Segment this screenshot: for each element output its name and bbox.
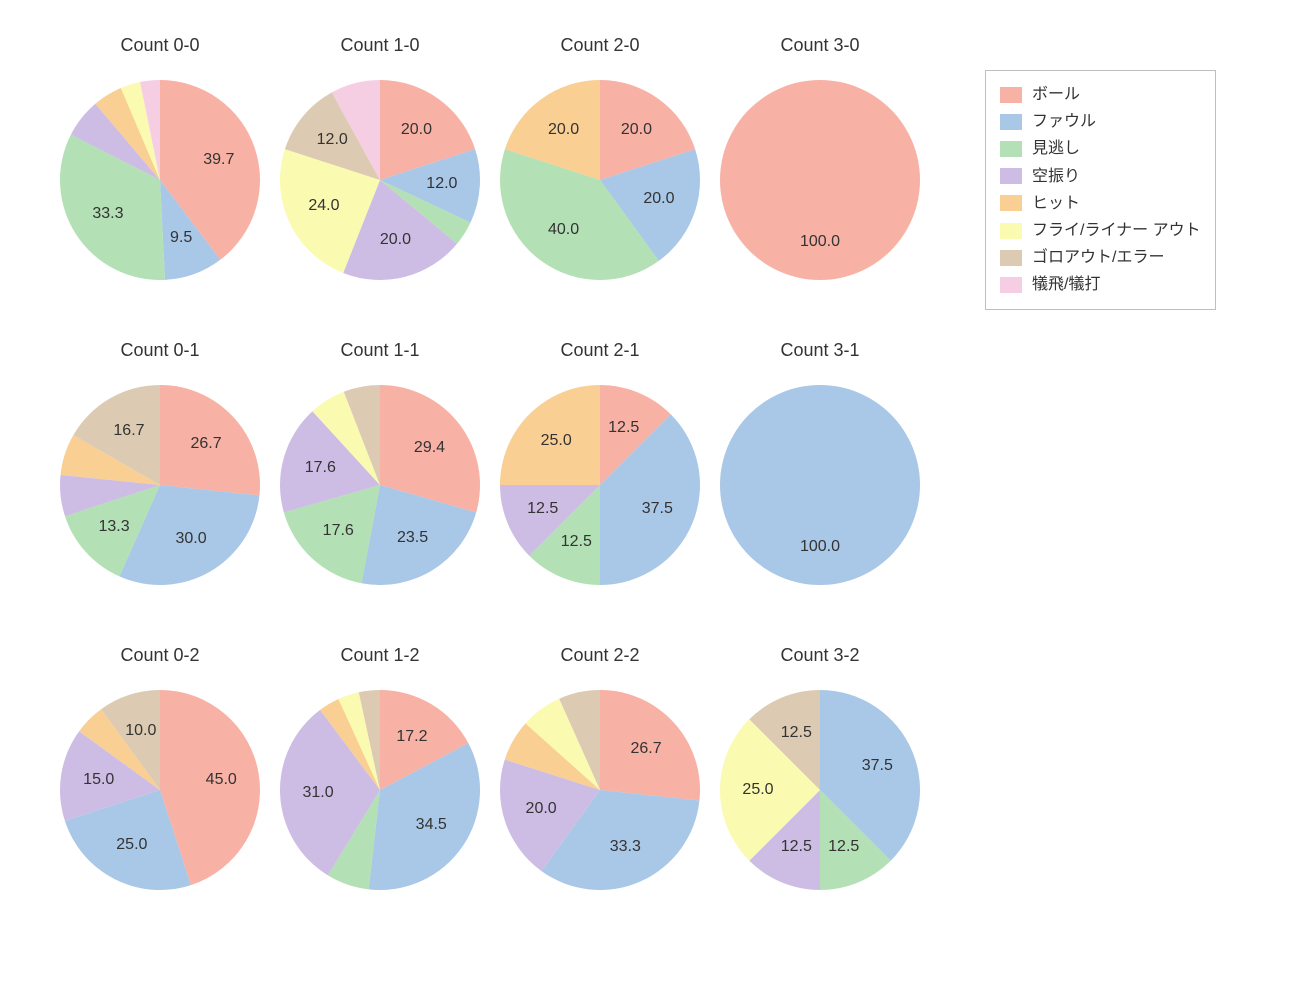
chart-title: Count 2-0 [490, 35, 710, 56]
slice-label: 20.0 [621, 121, 652, 139]
legend-swatch [1000, 195, 1022, 211]
slice-label: 15.0 [83, 771, 114, 789]
legend-swatch [1000, 277, 1022, 293]
slice-label: 23.5 [397, 529, 428, 547]
legend-swatch [1000, 168, 1022, 184]
pie-chart: 39.7 9.5 33.3 [60, 80, 260, 280]
legend-label: 空振り [1032, 163, 1080, 190]
slice-label: 37.5 [862, 757, 893, 775]
legend-swatch [1000, 87, 1022, 103]
slice-label: 20.0 [643, 190, 674, 208]
chart-title: Count 1-1 [270, 340, 490, 361]
legend-swatch [1000, 114, 1022, 130]
pie-chart: 100.0 [720, 80, 920, 280]
chart-title: Count 3-0 [710, 35, 930, 56]
legend-item-flyout: フライ/ライナー アウト [1000, 217, 1201, 244]
slice-label: 31.0 [302, 784, 333, 802]
slice-label: 20.0 [526, 800, 557, 818]
legend: ボールファウル見逃し空振りヒットフライ/ライナー アウトゴロアウト/エラー犠飛/… [985, 70, 1216, 310]
slice-label: 30.0 [175, 530, 206, 548]
slice-label: 17.6 [305, 459, 336, 477]
slice-label: 25.0 [541, 432, 572, 450]
slice-label: 20.0 [401, 121, 432, 139]
pie-chart: 100.0 [720, 385, 920, 585]
slice-label: 17.6 [323, 522, 354, 540]
legend-swatch [1000, 223, 1022, 239]
chart-title: Count 2-1 [490, 340, 710, 361]
slice-label: 40.0 [548, 221, 579, 239]
slice-label: 100.0 [800, 538, 840, 556]
slice-label: 12.5 [781, 838, 812, 856]
legend-swatch [1000, 141, 1022, 157]
chart-title: Count 0-2 [50, 645, 270, 666]
chart-grid: Count 0-039.79.533.3Count 1-020.012.020.… [0, 0, 1300, 1000]
slice-label: 24.0 [308, 197, 339, 215]
chart-title: Count 0-1 [50, 340, 270, 361]
slice-label: 26.7 [631, 740, 662, 758]
legend-item-hit: ヒット [1000, 190, 1201, 217]
slice-label: 9.5 [170, 229, 192, 247]
legend-item-swing: 空振り [1000, 163, 1201, 190]
slice-label: 12.5 [781, 724, 812, 742]
pie-chart: 20.0 12.0 20.0 24.0 12.0 [280, 80, 480, 280]
legend-label: ヒット [1032, 190, 1080, 217]
slice-label: 33.3 [92, 205, 123, 223]
slice-label: 33.3 [610, 838, 641, 856]
slice-label: 34.5 [416, 816, 447, 834]
slice-label: 25.0 [116, 836, 147, 854]
pie-chart: 17.2 34.5 31.0 [280, 690, 480, 890]
pie-chart: 26.7 33.3 20.0 [500, 690, 700, 890]
pie-chart: 26.7 30.0 13.3 16.7 [60, 385, 260, 585]
legend-item-look: 見逃し [1000, 135, 1201, 162]
slice-label: 29.4 [414, 439, 445, 457]
slice-label: 39.7 [203, 151, 234, 169]
slice-label: 25.0 [742, 781, 773, 799]
legend-item-ground: ゴロアウト/エラー [1000, 244, 1201, 271]
slice-label: 20.0 [548, 121, 579, 139]
legend-label: フライ/ライナー アウト [1032, 217, 1201, 244]
pie-chart: 12.537.512.512.525.0 [500, 385, 700, 585]
pie-chart: 45.0 25.0 15.0 10.0 [60, 690, 260, 890]
slice-label: 100.0 [800, 233, 840, 251]
slice-label: 12.0 [317, 131, 348, 149]
legend-item-sac: 犠飛/犠打 [1000, 271, 1201, 298]
slice-label: 26.7 [191, 435, 222, 453]
legend-swatch [1000, 250, 1022, 266]
chart-title: Count 3-2 [710, 645, 930, 666]
legend-label: ファウル [1032, 108, 1096, 135]
chart-title: Count 2-2 [490, 645, 710, 666]
slice-label: 12.5 [527, 500, 558, 518]
pie-chart: 20.0 20.0 40.0 20.0 [500, 80, 700, 280]
chart-title: Count 0-0 [50, 35, 270, 56]
chart-title: Count 3-1 [710, 340, 930, 361]
slice-label: 12.5 [608, 419, 639, 437]
slice-label: 16.7 [113, 422, 144, 440]
slice-label: 12.5 [561, 533, 592, 551]
slice-label: 12.0 [426, 175, 457, 193]
chart-title: Count 1-2 [270, 645, 490, 666]
chart-title: Count 1-0 [270, 35, 490, 56]
slice-label: 13.3 [98, 518, 129, 536]
slice-label: 37.5 [642, 500, 673, 518]
slice-label: 45.0 [206, 771, 237, 789]
legend-label: ゴロアウト/エラー [1032, 244, 1164, 271]
slice-label: 17.2 [396, 728, 427, 746]
legend-label: ボール [1032, 81, 1080, 108]
legend-label: 犠飛/犠打 [1032, 271, 1100, 298]
slice-label: 10.0 [125, 722, 156, 740]
legend-item-foul: ファウル [1000, 108, 1201, 135]
legend-label: 見逃し [1032, 135, 1080, 162]
slice-label: 20.0 [380, 231, 411, 249]
legend-item-ball: ボール [1000, 81, 1201, 108]
slice-label: 12.5 [828, 838, 859, 856]
pie-chart: 37.5 12.5 12.5 25.0 12.5 [720, 690, 920, 890]
pie-chart: 29.4 23.5 17.6 17.6 [280, 385, 480, 585]
